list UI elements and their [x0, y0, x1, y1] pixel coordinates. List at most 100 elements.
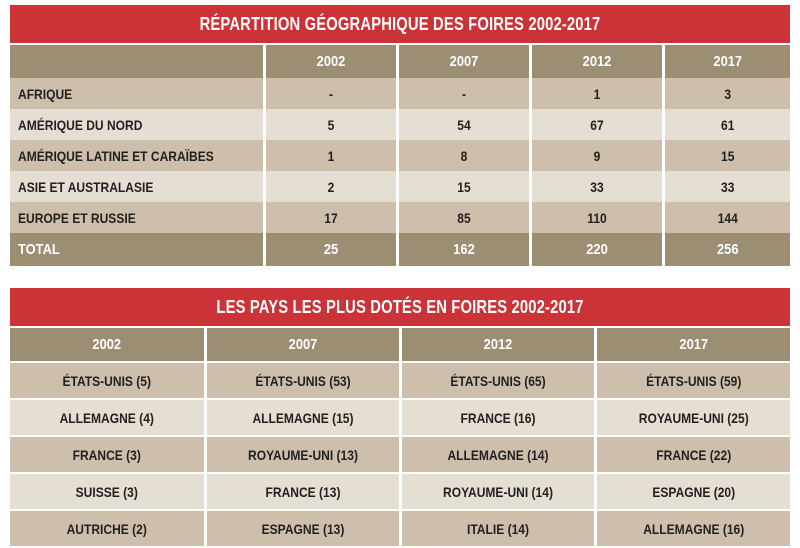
table2-cell: ÉTATS-UNIS (65): [400, 362, 597, 400]
table2-cell: FRANCE (3): [10, 436, 207, 474]
table2-title: LES PAYS LES PLUS DOTÉS EN FOIRES 2002-2…: [80, 288, 720, 326]
table2-cell-value: FRANCE (16): [460, 409, 535, 426]
table1-cell-value: 67: [589, 116, 604, 133]
table2-cell: ROYAUME-UNI (13): [205, 436, 402, 474]
table1-cell-value: 110: [586, 209, 607, 226]
table1-cell: 110: [530, 202, 665, 233]
section-divider: [10, 266, 790, 288]
table1-total-cell: 25: [264, 233, 399, 266]
table2-cell: ALLEMAGNE (15): [205, 399, 402, 437]
table1-cell-value: 2: [327, 178, 334, 195]
table-row: AMÉRIQUE DU NORD 5 54 67 61: [10, 109, 790, 140]
table2-cell-value: ALLEMAGNE (4): [59, 409, 154, 426]
table1-cell-value: -: [461, 85, 466, 102]
table2-cell: ÉTATS-UNIS (5): [10, 362, 207, 400]
table2-cell: ÉTATS-UNIS (59): [595, 362, 790, 400]
table1-cell: 5: [264, 109, 399, 140]
table1-row-label-text: AFRIQUE: [18, 85, 73, 102]
table1-total-cell: 162: [397, 233, 532, 266]
table2-cell-value: FRANCE (3): [72, 446, 141, 463]
table1-cell-value: 17: [323, 209, 338, 226]
table2-cell: ROYAUME-UNI (25): [595, 399, 790, 437]
table2-cell: FRANCE (16): [400, 399, 597, 437]
table2-cell-value: ÉTATS-UNIS (53): [254, 372, 351, 389]
table1-cell-value: 1: [327, 147, 334, 164]
table1-cell-value: 33: [589, 178, 604, 195]
table1-total-label: TOTAL: [10, 233, 266, 266]
table1-cell-value: 8: [460, 147, 467, 164]
table1-row-label-text: AMÉRIQUE LATINE ET CARAÏBES: [18, 147, 214, 164]
table1-row-label: AMÉRIQUE DU NORD: [10, 109, 266, 140]
table1-cell: 2: [264, 171, 399, 202]
table1-total-label-text: TOTAL: [18, 241, 60, 258]
table1-cell: 9: [530, 140, 665, 171]
table1-row-label-text: AMÉRIQUE DU NORD: [18, 116, 143, 133]
table1-row-label: EUROPE ET RUSSIE: [10, 202, 266, 233]
table1-row-label: AFRIQUE: [10, 78, 266, 109]
table-row: ÉTATS-UNIS (5) ÉTATS-UNIS (53) ÉTATS-UNI…: [10, 362, 790, 400]
table2-cell-value: FRANCE (22): [655, 446, 731, 463]
table2-col-header-2012-label: 2012: [483, 336, 512, 353]
table1-header: 2002 2007 2012 2017: [10, 45, 790, 78]
table2-header: 2002 2007 2012 2017: [10, 328, 790, 363]
table1-row-label-text: ASIE ET AUSTRALASIE: [18, 178, 154, 195]
table1-cell: 1: [264, 140, 399, 171]
table1-cell-value: 33: [720, 178, 734, 195]
table1-cell: 15: [397, 171, 532, 202]
table1-cell: 15: [663, 140, 790, 171]
table1-cell-value: 15: [720, 147, 734, 164]
table2-col-header-2002-label: 2002: [92, 336, 122, 353]
table-row: ASIE ET AUSTRALASIE 2 15 33 33: [10, 171, 790, 202]
table2-header-row: 2002 2007 2012 2017: [10, 328, 790, 363]
table1-total-value: 162: [452, 241, 475, 258]
table2-cell: AUTRICHE (2): [10, 510, 207, 548]
infographic-page: RÉPARTITION GÉOGRAPHIQUE DES FOIRES 2002…: [10, 5, 790, 548]
table1-cell: 3: [663, 78, 790, 109]
table2-cell-value: ÉTATS-UNIS (5): [62, 372, 151, 389]
table1-total-cell: 256: [663, 233, 790, 266]
table2-cell: FRANCE (13): [205, 473, 402, 511]
geographic-distribution-table: 2002 2007 2012 2017 AFRIQUE - - 1 3 AMÉR…: [10, 45, 790, 266]
table-row: AFRIQUE - - 1 3: [10, 78, 790, 109]
table1-cell: 33: [530, 171, 665, 202]
table2-cell-value: ROYAUME-UNI (25): [638, 409, 749, 426]
table2-cell-value: AUTRICHE (2): [66, 520, 147, 537]
table1-cell: 17: [264, 202, 399, 233]
table1-cell-value: 85: [456, 209, 471, 226]
table1-cell-value: -: [328, 85, 333, 102]
table2-cell: ÉTATS-UNIS (53): [205, 362, 402, 400]
table2-cell-value: FRANCE (13): [265, 483, 340, 500]
table2-cell: ESPAGNE (13): [205, 510, 402, 548]
table1-row-label: AMÉRIQUE LATINE ET CARAÏBES: [10, 140, 266, 171]
table1-corner-cell: [10, 45, 266, 78]
table2-title-banner: LES PAYS LES PLUS DOTÉS EN FOIRES 2002-2…: [10, 288, 790, 326]
table2-cell-value: ITALIE (14): [466, 520, 529, 537]
table-row: AUTRICHE (2) ESPAGNE (13) ITALIE (14) AL…: [10, 510, 790, 548]
table1-body: AFRIQUE - - 1 3 AMÉRIQUE DU NORD 5 54 67…: [10, 78, 790, 266]
table1-cell: 85: [397, 202, 532, 233]
table1-cell-value: 61: [720, 116, 734, 133]
table1-cell: 61: [663, 109, 790, 140]
table2-cell: ALLEMAGNE (16): [595, 510, 790, 548]
table1-cell: -: [264, 78, 399, 109]
top-countries-table: 2002 2007 2012 2017 ÉTATS-UNIS (5) ÉTATS…: [10, 328, 790, 548]
table1-col-header-2002-label: 2002: [316, 53, 345, 70]
table1-cell: 144: [663, 202, 790, 233]
table1-col-header-2007: 2007: [397, 45, 532, 78]
table2-cell-value: ESPAGNE (20): [651, 483, 735, 500]
table-row: EUROPE ET RUSSIE 17 85 110 144: [10, 202, 790, 233]
table1-total-value: 256: [716, 241, 739, 258]
table1-cell-value: 1: [593, 85, 600, 102]
table2-col-header-2007: 2007: [205, 328, 402, 363]
table-row: ALLEMAGNE (4) ALLEMAGNE (15) FRANCE (16)…: [10, 399, 790, 437]
table1-total-value: 25: [323, 241, 338, 258]
table1-col-header-2012-label: 2012: [582, 53, 611, 70]
table1-cell-value: 144: [717, 209, 738, 226]
table2-col-header-2002: 2002: [10, 328, 207, 363]
table2-cell-value: ÉTATS-UNIS (65): [449, 372, 546, 389]
table2-body: ÉTATS-UNIS (5) ÉTATS-UNIS (53) ÉTATS-UNI…: [10, 362, 790, 548]
table2-cell: ALLEMAGNE (4): [10, 399, 207, 437]
table2-col-header-2017: 2017: [595, 328, 790, 363]
table1-col-header-2017-label: 2017: [712, 53, 742, 70]
table1-cell: 67: [530, 109, 665, 140]
